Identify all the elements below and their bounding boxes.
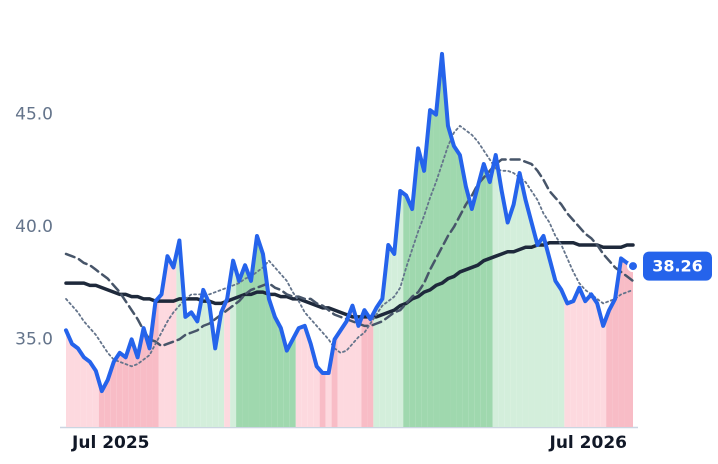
regime-area [492,155,499,427]
regime-area [319,369,326,427]
regime-area [355,315,362,427]
regime-area [600,314,607,427]
regime-area [116,352,123,427]
regime-area [468,197,475,427]
regime-area [265,276,272,427]
regime-area [480,164,487,427]
regime-area [379,271,386,427]
regime-area [74,346,81,427]
regime-area [582,294,589,427]
regime-area [522,186,529,427]
regime-area [462,170,469,428]
regime-area [271,307,278,427]
y-tick-label: 40.0 [15,217,53,237]
regime-area [474,175,481,427]
regime-area [146,324,153,427]
regime-area [534,233,541,427]
regime-area [218,305,225,427]
regime-area [444,89,451,427]
regime-area [415,148,422,428]
regime-area [164,256,171,427]
regime-area [391,222,398,427]
regime-area [110,357,117,427]
regime-area [152,297,159,427]
regime-area [540,235,547,427]
regime-area [289,333,296,427]
regime-area [128,339,135,427]
regime-area [98,380,105,427]
regime-area [456,150,463,428]
regime-area [373,303,380,427]
regime-area [140,328,147,427]
regime-area [194,305,201,427]
price-line [64,51,635,394]
regime-area [254,235,260,427]
regime-area [236,270,243,427]
y-tick-label: 45.0 [15,105,53,125]
regime-area [498,173,505,427]
regime-area [176,240,183,427]
regime-area [594,298,601,427]
last-point [627,260,639,273]
regime-area [158,275,165,427]
regime-area [343,313,350,427]
regime-area [624,260,631,427]
regime-area [122,348,129,427]
regime-area [450,135,457,427]
regime-area [618,258,625,427]
regime-area [385,244,392,427]
regime-area [606,304,613,427]
y-tick-label: 35.0 [15,329,53,349]
regime-area [612,278,619,427]
last-value-label: 38.26 [652,257,703,276]
x-tick-label: Jul 2025 [71,433,150,453]
regime-area [86,359,93,427]
regime-area [349,305,356,427]
regime-area [66,330,69,427]
regime-area [421,140,428,428]
regime-area [552,269,559,427]
regime-area [230,260,237,427]
regime-area [307,334,314,427]
regime-area [576,287,583,427]
regime-area [510,188,517,427]
regime-area [283,339,290,427]
regime-area [516,173,523,427]
regime-area [313,355,320,427]
regime-area [588,294,595,427]
regime-area [242,265,249,427]
regime-area [337,325,344,427]
regime-area [486,168,493,428]
regime-area [439,53,445,428]
regime-area [224,279,231,427]
regime-area [504,206,511,427]
regime-area [433,84,440,428]
regime-area [361,310,368,427]
regime-area [212,325,219,427]
regime-area [528,211,535,427]
moving-average-line [65,124,634,368]
regime-area [248,258,255,427]
regime-area [301,325,308,427]
x-tick-label: Jul 2026 [549,433,628,453]
regime-area [546,247,553,427]
moving-average-line [64,158,635,348]
regime-area [570,294,577,427]
regime-area [68,337,75,427]
last-value-badge [643,251,712,281]
regime-area [409,178,416,427]
regime-area [295,326,302,427]
regime-area [564,296,571,427]
regime-area [80,352,87,427]
regime-area [277,322,284,427]
regime-area [170,253,177,427]
regime-area [558,285,565,427]
regime-area [188,312,195,427]
regime-area [403,193,410,427]
regime-area [630,264,633,427]
regime-area [367,313,374,427]
